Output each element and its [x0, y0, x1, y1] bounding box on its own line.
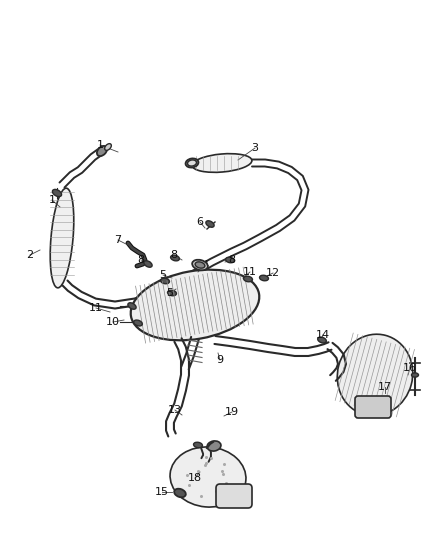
- Text: 3: 3: [251, 143, 258, 153]
- Ellipse shape: [226, 257, 234, 263]
- Text: 11: 11: [243, 267, 257, 277]
- Ellipse shape: [174, 489, 186, 497]
- Ellipse shape: [144, 261, 152, 267]
- Text: 14: 14: [316, 330, 330, 340]
- FancyBboxPatch shape: [355, 396, 391, 418]
- Ellipse shape: [192, 154, 252, 172]
- Text: 8: 8: [229, 255, 236, 265]
- Ellipse shape: [105, 144, 111, 150]
- Ellipse shape: [53, 189, 62, 197]
- FancyBboxPatch shape: [216, 484, 252, 508]
- Ellipse shape: [50, 188, 74, 288]
- Text: 18: 18: [188, 473, 202, 483]
- Ellipse shape: [170, 255, 180, 261]
- Text: 6: 6: [197, 217, 204, 227]
- Ellipse shape: [186, 158, 198, 167]
- Ellipse shape: [318, 337, 326, 343]
- Text: 11: 11: [89, 303, 103, 313]
- Ellipse shape: [244, 276, 252, 282]
- Ellipse shape: [134, 320, 142, 326]
- Text: 8: 8: [170, 250, 177, 260]
- Text: 5: 5: [166, 288, 173, 298]
- Text: 15: 15: [155, 487, 169, 497]
- Ellipse shape: [206, 221, 214, 227]
- Text: 1: 1: [96, 140, 103, 150]
- Ellipse shape: [337, 334, 413, 416]
- Text: 5: 5: [159, 270, 166, 280]
- Ellipse shape: [260, 275, 268, 281]
- Ellipse shape: [207, 441, 221, 451]
- Text: 19: 19: [225, 407, 239, 417]
- Text: 16: 16: [403, 363, 417, 373]
- Ellipse shape: [168, 290, 177, 296]
- Ellipse shape: [411, 373, 418, 377]
- Text: 2: 2: [26, 250, 34, 260]
- Text: 8: 8: [138, 255, 145, 265]
- Ellipse shape: [128, 303, 136, 309]
- Ellipse shape: [187, 160, 197, 166]
- Text: 7: 7: [114, 235, 122, 245]
- Ellipse shape: [170, 447, 246, 507]
- Text: 17: 17: [378, 382, 392, 392]
- Ellipse shape: [194, 442, 202, 448]
- Ellipse shape: [131, 270, 259, 341]
- Text: 12: 12: [266, 268, 280, 278]
- Text: 13: 13: [168, 405, 182, 415]
- Text: 1: 1: [49, 195, 56, 205]
- Ellipse shape: [161, 278, 170, 284]
- Text: 10: 10: [106, 317, 120, 327]
- Ellipse shape: [192, 260, 208, 270]
- Ellipse shape: [195, 262, 205, 268]
- Ellipse shape: [97, 146, 107, 156]
- Text: 9: 9: [216, 355, 223, 365]
- Text: 4: 4: [201, 260, 208, 270]
